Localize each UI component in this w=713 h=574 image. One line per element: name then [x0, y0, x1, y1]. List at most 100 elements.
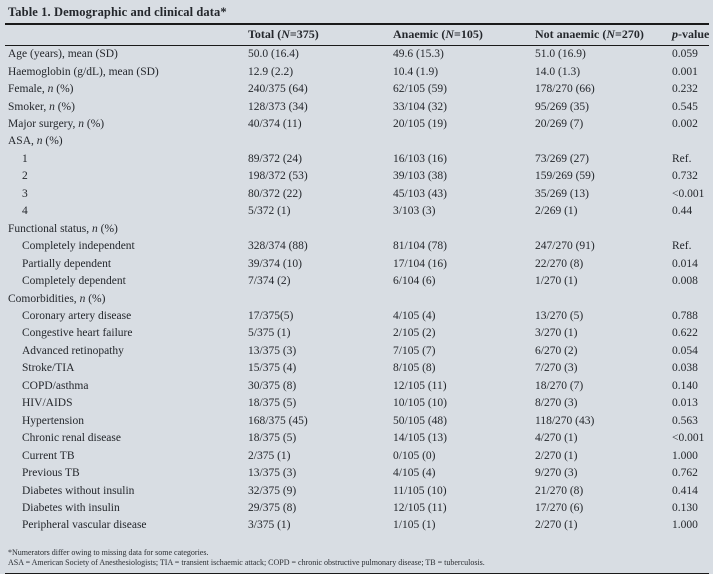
p-value-cell: 0.545	[672, 100, 698, 113]
section-row: Comorbidities, n (%)	[5, 290, 709, 307]
p-value-cell: 0.130	[672, 502, 698, 514]
p-value-cell: Ref.	[672, 152, 692, 165]
row-label: Current TB	[22, 449, 75, 462]
row-label: 1	[22, 152, 28, 165]
total-cell: 18/375 (5)	[248, 397, 297, 410]
anaemic-cell: 50/105 (48)	[393, 414, 447, 427]
total-cell: 5/372 (1)	[248, 205, 291, 218]
p-value-cell: 0.414	[672, 484, 698, 497]
table-row: Age (years), mean (SD) 50.0 (16.4) 49.6 (1…	[5, 46, 709, 63]
anaemic-cell: 4/105 (4)	[393, 310, 436, 323]
p-value-cell: 0.002	[672, 118, 698, 131]
row-label: Functional status, n (%)	[8, 222, 118, 235]
not-anaemic-cell: 247/270 (91)	[535, 240, 595, 253]
p-value-cell: 0.014	[672, 257, 698, 270]
not-anaemic-cell: 35/269 (13)	[535, 187, 589, 200]
row-label: Diabetes without insulin	[22, 484, 135, 497]
table-row: Previous TB 13/375 (3) 4/105 (4) 9/270 (3) 0…	[5, 464, 709, 481]
total-cell: 128/373 (34)	[248, 100, 308, 113]
anaemic-cell: 49.6 (15.3)	[393, 48, 444, 61]
total-cell: 12.9 (2.2)	[248, 65, 294, 78]
not-anaemic-cell: 22/270 (8)	[535, 257, 584, 270]
p-value-cell: 0.762	[672, 467, 698, 480]
table-footnotes: *Numerators differ owing to missing data…	[5, 548, 709, 567]
not-anaemic-cell: 178/270 (66)	[535, 83, 595, 96]
table-row: Current TB 2/375 (1) 0/105 (0) 2/270 (1) 1.0…	[5, 447, 709, 464]
title-rule	[5, 23, 709, 25]
total-cell: 13/375 (3)	[248, 467, 297, 480]
not-anaemic-cell: 3/270 (1)	[535, 327, 578, 340]
anaemic-cell: 12/105 (11)	[393, 502, 447, 514]
total-cell: 13/375 (3)	[248, 344, 297, 357]
table-header: Total (N=375) Anaemic (N=105) Not anaemi…	[5, 25, 709, 45]
row-label: Completely dependent	[22, 275, 126, 288]
table-row: HIV/AIDS 18/375 (5) 10/105 (10) 8/270 (3) 0.…	[5, 395, 709, 412]
total-cell: 89/372 (24)	[248, 152, 302, 165]
header-not-anaemic: Not anaemic (N=270)	[535, 27, 644, 42]
table-row: Diabetes with insulin 29/375 (8) 12/105 (1…	[5, 499, 709, 516]
p-value-cell: <0.001	[672, 432, 705, 445]
not-anaemic-cell: 20/269 (7)	[535, 118, 584, 131]
table-title: Table 1. Demographic and clinical data*	[8, 5, 227, 19]
anaemic-cell: 3/103 (3)	[393, 205, 436, 218]
table-row: Completely dependent 7/374 (2) 6/104 (6) 1/…	[5, 272, 709, 289]
table-row: Chronic renal disease 18/375 (5) 14/105 (1…	[5, 429, 709, 446]
not-anaemic-cell: 9/270 (3)	[535, 467, 578, 480]
not-anaemic-cell: 73/269 (27)	[535, 152, 589, 165]
table-row: Haemoglobin (g/dL), mean (SD) 12.9 (2.2) 1…	[5, 63, 709, 80]
table-row: Female, n (%) 240/375 (64) 62/105 (59) 178/…	[5, 80, 709, 97]
total-cell: 32/375 (9)	[248, 484, 297, 497]
table-row: Smoker, n (%) 128/373 (34) 33/104 (32) 95/2…	[5, 98, 709, 115]
not-anaemic-cell: 14.0 (1.3)	[535, 65, 581, 78]
table-row: Advanced retinopathy 13/375 (3) 7/105 (7) 6…	[5, 342, 709, 359]
row-label: ASA, n (%)	[8, 135, 63, 148]
p-value-cell: 0.563	[672, 414, 698, 427]
total-cell: 328/374 (88)	[248, 240, 308, 253]
not-anaemic-cell: 4/270 (1)	[535, 432, 578, 445]
total-cell: 80/372 (22)	[248, 187, 302, 200]
row-label: Previous TB	[22, 467, 80, 480]
anaemic-cell: 10/105 (10)	[393, 397, 447, 410]
p-value-cell: 0.038	[672, 362, 698, 375]
row-label: Hypertension	[22, 414, 84, 427]
p-value-cell: 0.622	[672, 327, 698, 340]
p-value-cell: 1.000	[672, 449, 698, 462]
not-anaemic-cell: 17/270 (6)	[535, 502, 584, 514]
row-label: Major surgery, n (%)	[8, 118, 105, 131]
total-cell: 50.0 (16.4)	[248, 48, 299, 61]
table-row: 4 5/372 (1) 3/103 (3) 2/269 (1) 0.44	[5, 203, 709, 220]
section-row: ASA, n (%)	[5, 133, 709, 150]
table-row: Coronary artery disease 17/375(5) 4/105 (4…	[5, 307, 709, 324]
total-cell: 40/374 (11)	[248, 118, 302, 131]
anaemic-cell: 10.4 (1.9)	[393, 65, 439, 78]
p-value-cell: 0.788	[672, 310, 698, 323]
header-rule	[5, 44, 709, 46]
row-label: Haemoglobin (g/dL), mean (SD)	[8, 65, 159, 78]
p-value-cell: 0.232	[672, 83, 698, 96]
total-cell: 30/375 (8)	[248, 379, 297, 392]
row-label: Stroke/TIA	[22, 362, 75, 375]
not-anaemic-cell: 7/270 (3)	[535, 362, 578, 375]
table-row: Partially dependent 39/374 (10) 17/104 (16…	[5, 255, 709, 272]
not-anaemic-cell: 18/270 (7)	[535, 379, 584, 392]
row-label: Peripheral vascular disease	[22, 519, 147, 532]
table-row: Hypertension 168/375 (45) 50/105 (48) 118/2…	[5, 412, 709, 429]
row-label: COPD/asthma	[22, 379, 89, 392]
anaemic-cell: 6/104 (6)	[393, 275, 436, 288]
anaemic-cell: 14/105 (13)	[393, 432, 447, 445]
anaemic-cell: 7/105 (7)	[393, 344, 436, 357]
table-row: Stroke/TIA 15/375 (4) 8/105 (8) 7/270 (3) 0.…	[5, 360, 709, 377]
anaemic-cell: 39/103 (38)	[393, 170, 447, 183]
header-p-value: p-value	[672, 27, 710, 42]
not-anaemic-cell: 95/269 (35)	[535, 100, 589, 113]
not-anaemic-cell: 1/270 (1)	[535, 275, 578, 288]
total-cell: 39/374 (10)	[248, 257, 302, 270]
section-row: Functional status, n (%)	[5, 220, 709, 237]
table-row: Peripheral vascular disease 3/375 (1) 1/10…	[5, 517, 709, 534]
row-label: 3	[22, 187, 28, 200]
not-anaemic-cell: 13/270 (5)	[535, 310, 584, 323]
anaemic-cell: 20/105 (19)	[393, 118, 447, 131]
p-value-cell: 0.140	[672, 379, 698, 392]
not-anaemic-cell: 118/270 (43)	[535, 414, 595, 427]
